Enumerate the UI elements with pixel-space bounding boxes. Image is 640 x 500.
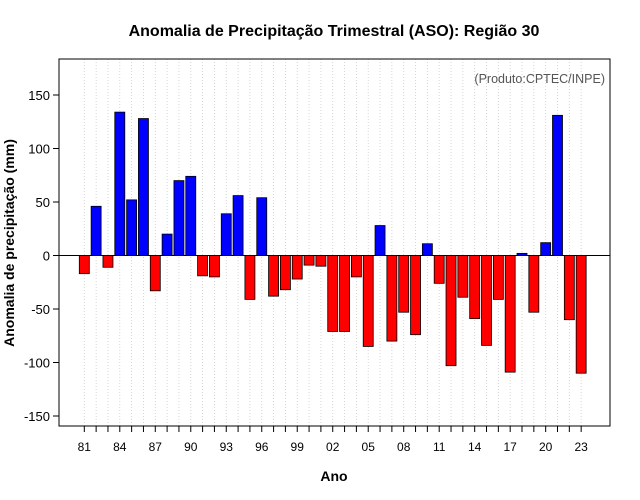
bar-1983	[102, 255, 114, 268]
y-axis-label: Anomalia de precipitação (mm)	[1, 139, 17, 347]
x-tick-label: 90	[184, 440, 198, 454]
bar-2005	[362, 255, 374, 347]
bar-2019	[528, 255, 540, 313]
y-tick-label: -150	[24, 409, 50, 424]
bar-2016	[492, 255, 504, 300]
x-axis: 81 84 87 90 93 96 99 02 05 08 11 14 17 20 23	[78, 426, 588, 454]
x-tick-label: 20	[539, 440, 553, 454]
credit-text: (Produto:CPTEC/INPE)	[474, 72, 605, 86]
bar-2011	[433, 255, 445, 284]
y-tick-label: 0	[43, 249, 50, 264]
x-tick-label: 84	[113, 440, 127, 454]
x-tick-label: 23	[574, 440, 588, 454]
bar-1990	[185, 175, 197, 256]
x-tick-label: 11	[433, 440, 446, 454]
bar-1991	[197, 255, 209, 277]
bar-2017	[504, 255, 516, 373]
bar-1996	[256, 197, 268, 256]
bar-2009	[410, 255, 421, 336]
y-axis: -150 -100 -50 0 50 100 150	[24, 88, 59, 424]
bar-2000	[303, 255, 315, 266]
bar-2007	[386, 255, 398, 342]
bar-1986	[138, 118, 149, 256]
bar-2002	[327, 255, 339, 332]
x-axis-label: Ano	[320, 468, 347, 484]
bar-1995	[244, 255, 256, 300]
bar-1981	[78, 255, 90, 275]
x-tick-label: 87	[149, 440, 163, 454]
bars	[78, 111, 587, 374]
bar-2004	[350, 255, 362, 278]
x-tick-label: 96	[255, 440, 269, 454]
bar-2003	[339, 255, 350, 332]
bar-2022	[563, 255, 575, 321]
bar-2010	[421, 243, 433, 256]
plot-frame	[58, 58, 611, 427]
x-tick-label: 17	[504, 440, 518, 454]
bar-2012	[445, 255, 457, 367]
x-tick-label: 02	[326, 440, 340, 454]
x-tick-label: 99	[291, 440, 305, 454]
bar-2015	[481, 255, 492, 346]
bar-2013	[457, 255, 469, 298]
chart-title: Anomalia de Precipitação Trimestral (ASO…	[129, 23, 540, 40]
bar-2020	[540, 242, 552, 256]
bar-2008	[398, 255, 410, 313]
y-tick-label: 150	[28, 88, 50, 103]
bar-1999	[291, 255, 303, 280]
bar-2014	[469, 255, 481, 320]
y-tick-label: -50	[31, 302, 50, 317]
bar-1984	[114, 111, 126, 256]
bar-1992	[209, 255, 220, 278]
bar-2006	[374, 225, 386, 256]
bar-1997	[268, 255, 279, 297]
bar-1985	[126, 199, 138, 256]
y-tick-label: 100	[28, 142, 50, 157]
bar-1987	[149, 255, 161, 292]
bar-2023	[575, 255, 587, 374]
bar-1994	[232, 195, 244, 256]
bar-1998	[280, 255, 291, 291]
x-tick-label: 05	[362, 440, 376, 454]
bar-1989	[173, 180, 185, 256]
bar-1988	[161, 233, 173, 256]
x-tick-label: 14	[468, 440, 482, 454]
bar-2021	[552, 114, 563, 256]
y-tick-label: -100	[24, 356, 50, 371]
x-tick-label: 93	[220, 440, 234, 454]
x-tick-label: 08	[397, 440, 411, 454]
bar-2001	[315, 255, 327, 267]
x-tick-label: 81	[78, 440, 92, 454]
bar-1993	[220, 213, 232, 256]
bar-1982	[90, 205, 102, 256]
y-tick-label: 50	[36, 195, 50, 210]
